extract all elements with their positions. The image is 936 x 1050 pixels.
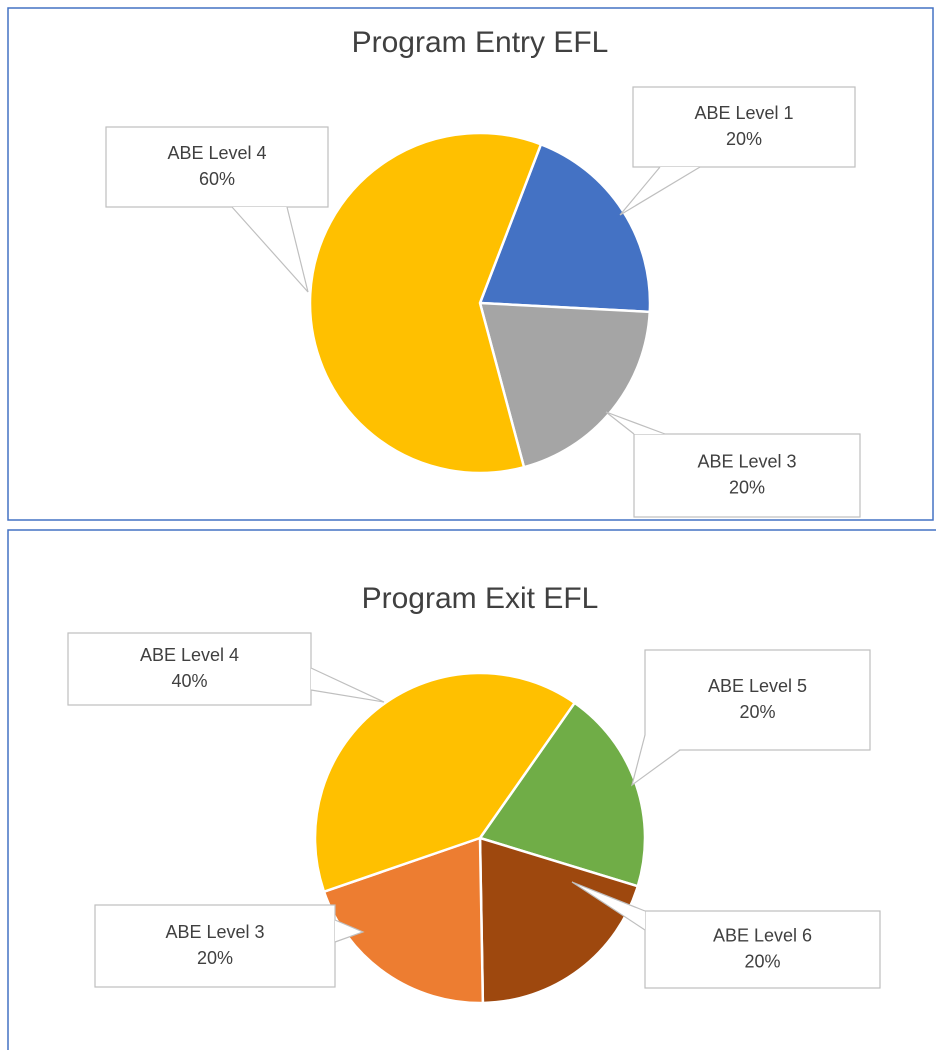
data-label-category: ABE Level 5 xyxy=(708,676,807,696)
callout-pointer xyxy=(231,206,309,293)
data-label-value: 20% xyxy=(197,948,233,968)
chart-title: Program Exit EFL xyxy=(362,582,599,615)
pie-slice xyxy=(308,131,543,475)
callout-pointer xyxy=(310,667,385,703)
data-label-value: 20% xyxy=(726,129,762,149)
callout-box xyxy=(644,910,881,989)
callout-pointer xyxy=(334,919,365,943)
data-label-value: 60% xyxy=(199,169,235,189)
pie-slice xyxy=(478,142,652,314)
callout-pointer xyxy=(605,411,666,435)
callout-box xyxy=(644,649,871,751)
data-label-value: 20% xyxy=(729,477,765,497)
callout-pointer xyxy=(632,735,680,785)
data-label-category: ABE Level 3 xyxy=(697,451,796,471)
callout-box xyxy=(632,86,856,168)
callout-pointer xyxy=(571,881,646,931)
data-label-category: ABE Level 1 xyxy=(694,103,793,123)
data-label-value: 20% xyxy=(744,951,780,971)
callout-pointer xyxy=(335,920,363,942)
callout-box xyxy=(67,632,312,706)
data-label-value: 20% xyxy=(739,702,775,722)
callout-box xyxy=(94,904,336,988)
data-label-category: ABE Level 4 xyxy=(140,645,239,665)
pie-slice xyxy=(313,671,577,894)
callout-box xyxy=(105,126,329,208)
pie-slice xyxy=(478,301,652,469)
callout-pointer xyxy=(619,166,701,216)
pie-slice xyxy=(477,701,647,888)
callout-pointer xyxy=(630,734,681,787)
data-label-category: ABE Level 3 xyxy=(165,922,264,942)
data-label-category: ABE Level 4 xyxy=(167,143,266,163)
data-label-category: ABE Level 6 xyxy=(713,925,812,945)
chart-title: Program Entry EFL xyxy=(352,26,609,59)
callout-box xyxy=(633,433,861,518)
data-label-value: 40% xyxy=(171,671,207,691)
